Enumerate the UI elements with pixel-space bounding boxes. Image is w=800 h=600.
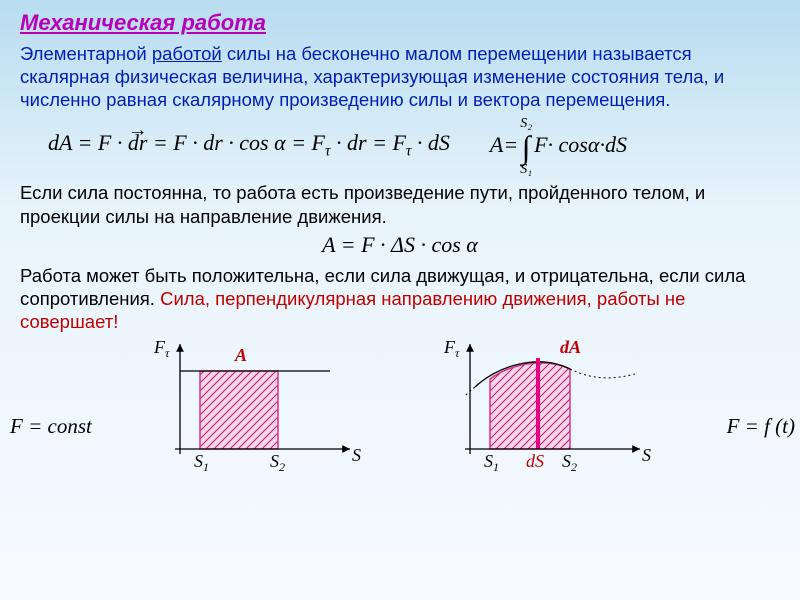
para-constant-force: Если сила постоянна, то работа есть прои… (20, 181, 780, 227)
y-label-2: Fτ (443, 339, 460, 360)
definition-paragraph: Элементарной работой силы на бесконечно … (20, 42, 780, 111)
force-curve-dotted-right (570, 369, 635, 378)
tick-ds: dS (526, 451, 544, 471)
work-area-rect (200, 371, 278, 449)
def-underlined: работой (152, 43, 222, 64)
para-sign: Работа может быть положительна, если сил… (20, 264, 780, 333)
side-eq-left: F = const (10, 414, 92, 439)
side-eq-right: F = f (t) (727, 414, 795, 439)
area-label-A: A (234, 345, 247, 365)
x-label: S (352, 445, 361, 465)
def-pre: Элементарной (20, 43, 152, 64)
tick-s2-2: S2 (562, 451, 577, 474)
chart-constant-force: Fτ S S1 S2 A (140, 339, 370, 489)
chart-variable-force: Fτ S S1 dS S2 dA (430, 339, 660, 489)
equation-A-integral: A = S₂ ∫ S₁ F · cos α · dS (490, 115, 627, 175)
equation-row-1: dA = F · d→r = F · dr · cos α = Fτ · dr … (48, 115, 780, 175)
equation-constant: A = F · ΔS · cos α (20, 232, 780, 258)
int-lower: S₁ (520, 163, 532, 177)
page-title: Механическая работа (20, 10, 780, 36)
equation-dA: dA = F · d→r = F · dr · cos α = Fτ · dr … (48, 130, 450, 160)
y-label: Fτ (153, 339, 170, 360)
work-area-path (490, 363, 570, 449)
tick-s2: S2 (270, 451, 285, 474)
integral-icon: ∫ (522, 131, 531, 163)
area-label-dA: dA (560, 339, 581, 357)
x-label-2: S (642, 445, 651, 465)
tick-s1-2: S1 (484, 451, 499, 474)
tick-s1: S1 (194, 451, 209, 474)
charts-row: F = const F = f (t) Fτ S S1 S2 A (20, 339, 780, 489)
